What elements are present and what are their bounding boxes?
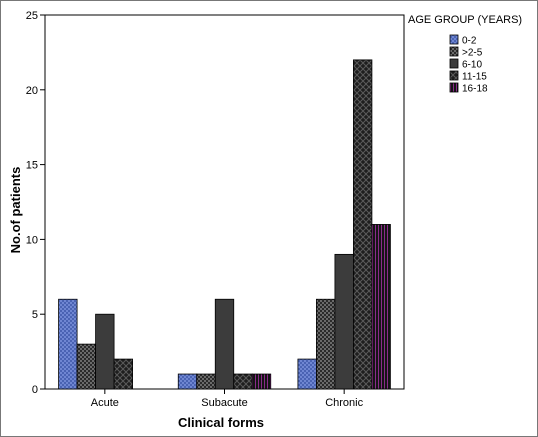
legend-title: AGE GROUP (YEARS) xyxy=(408,14,522,26)
legend-label: 0-2 xyxy=(462,36,477,47)
bar-0-2-Subacute xyxy=(177,373,198,390)
bar-6-10-Chronic xyxy=(334,253,354,390)
y-tick-label: 10 xyxy=(26,234,38,246)
legend-label: 11-15 xyxy=(462,72,487,83)
bar->2-5-Subacute xyxy=(196,373,216,390)
bar-11-15-Chronic xyxy=(353,59,373,390)
x-tick-label: Acute xyxy=(91,397,119,409)
bar-11-15-Acute xyxy=(113,358,133,390)
bar->2-5-Chronic xyxy=(316,298,336,390)
bar-11-15-Subacute xyxy=(233,373,253,390)
y-axis-label: No.of patients xyxy=(8,167,23,254)
bar-0-2-Chronic xyxy=(297,358,317,390)
legend-swatch xyxy=(449,70,459,81)
y-tick-label: 0 xyxy=(32,384,38,396)
legend-swatch xyxy=(449,82,459,93)
legend-label: 16-18 xyxy=(462,84,488,95)
legend-label: >2-5 xyxy=(462,48,483,59)
legend-swatch xyxy=(449,46,459,57)
bar-16-18-Chronic xyxy=(371,224,391,390)
bar->2-5-Acute xyxy=(76,343,96,390)
x-tick-label: Subacute xyxy=(201,397,247,409)
legend-swatch xyxy=(449,58,459,69)
y-tick-label: 15 xyxy=(26,160,38,172)
y-tick-label: 20 xyxy=(26,85,38,97)
bar-6-10-Acute xyxy=(95,313,115,390)
x-axis-label: Clinical forms xyxy=(178,415,264,430)
x-tick-label: Chronic xyxy=(325,397,363,409)
legend-label: 6-10 xyxy=(462,60,482,71)
bar-6-10-Subacute xyxy=(214,298,235,390)
y-tick-label: 5 xyxy=(32,309,38,321)
bar-0-2-Acute xyxy=(58,298,78,390)
bars xyxy=(58,59,391,390)
bar-16-18-Subacute xyxy=(251,373,272,390)
y-tick-label: 25 xyxy=(26,10,38,22)
legend-swatch xyxy=(449,34,459,45)
